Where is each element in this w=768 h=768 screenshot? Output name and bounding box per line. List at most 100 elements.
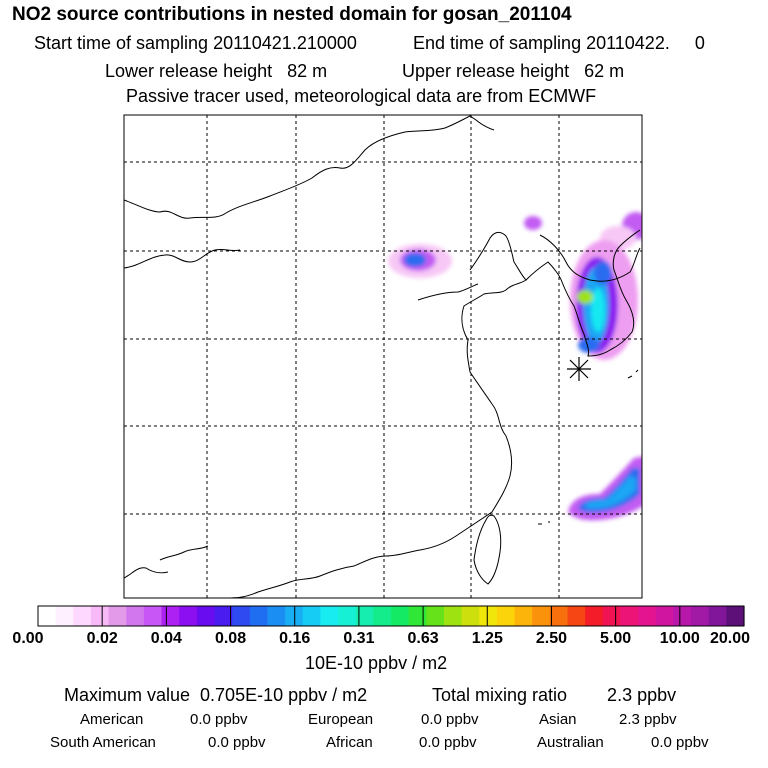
african-value: 0.0 ppbv	[419, 734, 477, 751]
map-background	[124, 115, 642, 598]
asian-value: 2.3 ppbv	[619, 711, 677, 728]
bohai-coast	[417, 283, 479, 301]
maximum-value: Maximum value 0.705E-10 ppbv / m2	[64, 685, 368, 705]
taiwan-coast	[473, 514, 502, 585]
lower-release-label: Lower release height 82 m	[105, 61, 328, 81]
colorbar-cell	[426, 606, 445, 626]
colorbar-cell	[496, 606, 516, 626]
colorbar-cell	[73, 606, 92, 626]
colorbar-tick-label: 0.31	[343, 630, 375, 647]
concentration-field	[388, 212, 642, 521]
colorbar-cell	[90, 606, 110, 626]
mongolia-border	[124, 115, 495, 219]
colorbar-cell	[708, 606, 727, 626]
china-east-coast	[225, 231, 527, 598]
colorbar-tick-label: 1.25	[471, 630, 503, 647]
south-american-value: 0.0 ppbv	[208, 734, 266, 751]
colorbar-tick-label: 2.50	[535, 630, 568, 647]
colorbar-cell	[55, 606, 74, 626]
colorbar-cell	[373, 606, 392, 626]
australian-label: Australian	[537, 734, 604, 751]
colorbar-cell	[443, 606, 463, 626]
plume-korea-north	[594, 261, 612, 285]
colorbar-cell	[655, 606, 674, 626]
colorbar-cell	[532, 606, 551, 626]
colorbar-dividers	[101, 606, 681, 626]
tracer-note: Passive tracer used, meteorological data…	[126, 86, 597, 106]
american-label: American	[80, 711, 144, 728]
korea-coast	[525, 229, 641, 357]
colorbar-cell	[267, 606, 286, 626]
plume-north-china-core	[404, 253, 426, 267]
european-label: European	[308, 711, 374, 728]
colorbar-cell	[514, 606, 533, 626]
australian-value: 0.0 ppbv	[651, 734, 709, 751]
colorbar-cell	[408, 606, 427, 626]
colorbar-tick-label: 0.16	[279, 630, 311, 647]
inner-border	[124, 248, 241, 269]
colorbar-cell	[691, 606, 710, 626]
colorbar-cell	[461, 606, 480, 626]
colorbar-cell	[673, 606, 692, 626]
total-mixing-ratio: Total mixing ratio 2.3 ppbv	[432, 685, 677, 705]
plume-manchuria	[524, 216, 542, 230]
colorbar-cell	[585, 606, 604, 626]
coastlines	[124, 115, 641, 598]
inland-border-southwest	[124, 567, 169, 579]
colorbar-cell	[143, 606, 163, 626]
african-label: African	[326, 734, 373, 751]
map-frame	[123, 114, 643, 599]
colorbar-cell	[638, 606, 657, 626]
colorbar-tick-label: 5.00	[600, 630, 632, 647]
plume-korea-south	[578, 337, 600, 353]
colorbar-cell	[161, 606, 180, 626]
start-time-label: Start time of sampling 20110421.210000	[34, 33, 357, 53]
colorbar-cell	[108, 606, 127, 626]
colorbar-cell	[126, 606, 145, 626]
colorbar-cell	[391, 606, 410, 626]
colorbar-cell	[214, 606, 233, 626]
upper-release-label: Upper release height 62 m	[402, 61, 625, 81]
european-value: 0.0 ppbv	[421, 711, 479, 728]
map-panel	[123, 114, 643, 599]
south-american-label: South American	[50, 734, 156, 751]
colorbar-cell	[38, 606, 57, 626]
colorbar-cell	[355, 606, 374, 626]
colorbar-cell	[285, 606, 304, 626]
end-time-label: End time of sampling 20110422. 0	[413, 33, 705, 53]
colorbar-unit: 10E-10 ppbv / m2	[305, 653, 448, 673]
colorbar-tick-label: 0.00	[12, 630, 44, 647]
colorbar-cell	[602, 606, 622, 626]
colorbar-cell	[549, 606, 569, 626]
colorbar-cell	[567, 606, 586, 626]
colorbar-cell	[620, 606, 639, 626]
colorbar-cells	[38, 606, 745, 626]
plume-korea-peak	[577, 290, 593, 304]
colorbar-tick-label: 0.08	[214, 630, 247, 647]
plume-south-core	[584, 476, 636, 509]
plot-title: NO2 source contributions in nested domai…	[12, 4, 572, 25]
colorbar-cell	[196, 606, 216, 626]
colorbar-cell	[302, 606, 321, 626]
colorbar-cell	[232, 606, 251, 626]
colorbar-cell	[338, 606, 357, 626]
graticule	[124, 115, 642, 598]
plume-korea-core	[591, 288, 605, 332]
asian-label: Asian	[539, 711, 577, 728]
colorbar-cell	[479, 606, 498, 626]
colorbar-frame	[37, 605, 745, 627]
colorbar-cell	[179, 606, 198, 626]
receptor-star-icon	[567, 357, 591, 381]
colorbar-tick-label: 0.02	[86, 630, 118, 647]
colorbar-cell	[726, 606, 745, 626]
colorbar-tick-label: 0.63	[407, 630, 439, 647]
china-korea-border	[539, 234, 641, 282]
colorbar-cell	[320, 606, 339, 626]
colorbar-tick-label: 10.00	[659, 630, 700, 647]
american-value: 0.0 ppbv	[190, 711, 248, 728]
small-islands	[538, 369, 639, 525]
colorbar-cell	[249, 606, 269, 626]
inland-border-south	[159, 545, 209, 561]
colorbar-tick-label: 0.04	[150, 630, 182, 647]
